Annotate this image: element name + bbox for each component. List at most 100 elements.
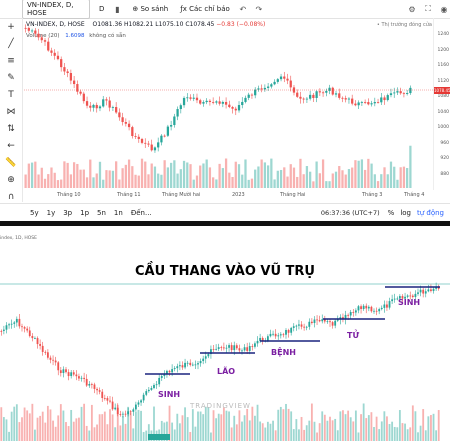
- bottom-volume-bar: [362, 403, 365, 441]
- bottom-candle: [62, 369, 65, 374]
- top-candle: [221, 101, 224, 104]
- pattern-icon[interactable]: ⋈: [6, 106, 16, 117]
- brush-icon[interactable]: ✎: [7, 72, 15, 83]
- text-icon[interactable]: T: [8, 89, 14, 100]
- bottom-volume-bar: [414, 411, 417, 441]
- top-candle: [250, 94, 254, 96]
- plus-icon[interactable]: +: [7, 21, 15, 32]
- interval-button[interactable]: D: [99, 5, 105, 13]
- prediction-icon[interactable]: ⇅: [7, 123, 15, 134]
- top-candle: [247, 94, 250, 98]
- bottom-candle: [23, 327, 26, 329]
- bottom-volume-bar: [419, 425, 422, 441]
- magnet-icon[interactable]: ∩: [7, 191, 15, 202]
- bottom-volume-bar: [85, 425, 88, 441]
- top-candle: [147, 143, 150, 145]
- log-toggle[interactable]: log: [400, 208, 411, 217]
- back-arrow-icon[interactable]: ←: [7, 140, 15, 151]
- bottom-volume-bar: [256, 404, 259, 441]
- top-volume-bar: [299, 158, 302, 188]
- bottom-annotated-chart: index, 1D, HOSE CẦU THANG VÀO VŨ TRỤ SIN…: [0, 226, 450, 448]
- legend-high: H1082.21: [124, 21, 154, 28]
- top-candle: [383, 97, 386, 101]
- top-volume-bar: [30, 162, 34, 188]
- bottom-candle: [228, 345, 230, 348]
- range-button-5y[interactable]: 5y: [30, 208, 39, 217]
- time-axis-label: Tháng Hai: [280, 192, 306, 198]
- settings-icon[interactable]: ⚙: [408, 4, 416, 14]
- top-candle: [266, 86, 270, 88]
- camera-icon[interactable]: ◉: [440, 4, 448, 14]
- fullscreen-icon[interactable]: ⛶: [425, 4, 431, 13]
- top-volume-bar: [131, 166, 134, 188]
- range-button-1p[interactable]: 1p: [80, 208, 90, 217]
- bottom-volume-bar: [137, 409, 140, 441]
- auto-toggle[interactable]: tự động: [416, 208, 444, 217]
- top-candle: [351, 98, 354, 104]
- top-candle: [399, 91, 402, 94]
- bottom-volume-bar: [318, 423, 321, 441]
- top-volume-bar: [347, 169, 351, 188]
- undo-icon[interactable]: ↶: [239, 4, 247, 14]
- top-candle: [202, 102, 205, 104]
- indicators-button[interactable]: ƒx Các chỉ báo: [180, 5, 230, 13]
- top-candle: [124, 122, 127, 124]
- range-button-1n[interactable]: 1n: [113, 208, 123, 217]
- price-axis[interactable]: 1240 1200 1160 1120 1080 1040 1000 960 920 880: [433, 18, 450, 190]
- top-candle: [305, 98, 309, 100]
- bottom-candle: [290, 327, 293, 333]
- top-candle: [121, 117, 124, 123]
- symbol-search-input[interactable]: VN-INDEX, D, HOSE: [22, 0, 90, 19]
- bottom-candle: [119, 414, 122, 415]
- top-volume-bar: [363, 169, 367, 188]
- bottom-volume-bar: [308, 420, 311, 441]
- redo-icon[interactable]: ↷: [255, 4, 263, 14]
- top-volume-bar: [321, 159, 325, 188]
- bottom-candle: [78, 376, 80, 379]
- range-button-3p[interactable]: 3p: [63, 208, 73, 217]
- bottom-candle: [103, 398, 106, 399]
- top-volume-bar: [231, 177, 234, 188]
- bottom-candle: [41, 345, 44, 352]
- top-candle: [40, 37, 43, 41]
- top-candle: [386, 95, 389, 101]
- range-button-1y[interactable]: 1y: [46, 208, 56, 217]
- top-volume-bar: [315, 161, 318, 188]
- top-candle-chart[interactable]: [0, 0, 450, 222]
- market-closed-status: • Thị trường đóng cửa: [376, 22, 432, 28]
- top-candle: [153, 147, 157, 151]
- time-axis-label: Tháng Mười hai: [162, 192, 201, 198]
- bottom-volume-bar: [194, 426, 197, 441]
- top-volume-bar: [283, 167, 286, 188]
- bottom-candle: [432, 288, 435, 292]
- measure-icon[interactable]: 📏: [5, 157, 17, 168]
- bottom-volume-bar: [109, 409, 111, 441]
- bottom-volume-bar: [83, 403, 86, 441]
- legend-open: O1081.36: [92, 21, 123, 28]
- fib-icon[interactable]: ≡: [7, 55, 15, 66]
- percent-toggle[interactable]: %: [387, 208, 395, 217]
- range-button-5n[interactable]: 5n: [97, 208, 106, 217]
- bottom-candle: [323, 319, 326, 322]
- top-volume-bar: [189, 164, 192, 188]
- time-axis-label: 2023: [232, 192, 245, 198]
- trend-line-icon[interactable]: ╱: [8, 38, 14, 49]
- bar-style-icon[interactable]: ▮: [115, 4, 120, 14]
- bottom-candle: [129, 411, 132, 413]
- compare-button[interactable]: ⊕ So sánh: [132, 5, 169, 13]
- bottom-candle: [300, 324, 303, 327]
- zoom-icon[interactable]: ⊕: [7, 174, 15, 185]
- bottom-candle: [197, 363, 199, 365]
- time-axis[interactable]: Tháng 10 Tháng 11 Tháng Mười hai 2023 Tháng …: [22, 190, 434, 200]
- bottom-volume-bar: [78, 417, 80, 441]
- top-candle: [224, 101, 228, 105]
- bottom-volume-bar: [378, 429, 381, 441]
- bottom-volume-bar: [215, 418, 218, 441]
- top-candle: [34, 30, 37, 34]
- bottom-candle: [132, 409, 135, 412]
- top-volume-bar: [406, 168, 409, 188]
- bottom-candle: [70, 372, 73, 377]
- bottom-candle: [222, 347, 225, 349]
- goto-button[interactable]: Đến...: [130, 208, 152, 217]
- bottom-volume-bar: [220, 414, 223, 441]
